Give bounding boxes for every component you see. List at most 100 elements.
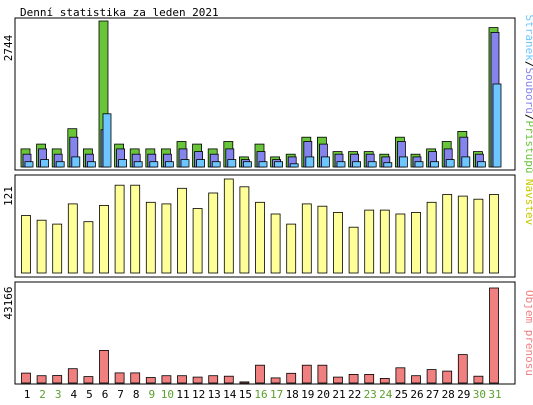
bar-kbytes-day-3	[52, 375, 63, 384]
bar-pages-day-22	[352, 161, 362, 168]
bar-kbytes-day-20	[317, 364, 328, 384]
bar-kbytes-day-27	[426, 369, 437, 384]
bar-pages-day-24	[383, 162, 393, 168]
panel-hits-ymax-label: 2744	[2, 34, 15, 61]
bar-kbytes-day-2	[36, 375, 47, 384]
bar-visits-day-7	[114, 184, 125, 274]
bar-visits-day-22	[348, 226, 359, 274]
x-label-day-11: 11	[176, 388, 189, 401]
bar-kbytes-day-23	[364, 373, 375, 384]
legend-kbytes-group: Objem přenosu	[523, 290, 533, 376]
bar-visits-day-12	[192, 208, 203, 274]
x-label-day-27: 27	[426, 388, 439, 401]
bar-visits-day-16	[255, 201, 265, 274]
bar-pages-day-13	[211, 161, 221, 168]
bar-visits-day-30	[473, 198, 484, 274]
x-label-day-14: 14	[223, 388, 237, 401]
bar-kbytes-day-1	[21, 372, 31, 384]
bar-visits-day-13	[208, 192, 219, 274]
x-label-day-25: 25	[395, 388, 408, 401]
bar-kbytes-day-5	[83, 376, 94, 384]
bar-visits-day-28	[442, 194, 453, 274]
bar-visits-day-26	[411, 211, 421, 274]
bar-pages-day-31	[492, 83, 502, 168]
bar-pages-day-28	[445, 159, 455, 168]
bar-pages-day-14	[227, 159, 237, 168]
bar-kbytes-day-13	[208, 375, 219, 384]
bar-pages-day-30	[476, 161, 486, 168]
bar-pages-day-29	[461, 156, 471, 168]
bar-visits-day-18	[286, 223, 297, 274]
panel-visits-bars	[21, 178, 499, 274]
legend-visits: Návštěv	[523, 179, 533, 226]
bar-kbytes-day-28	[442, 370, 453, 384]
bar-pages-day-10	[164, 161, 174, 168]
x-label-day-5: 5	[86, 388, 93, 401]
x-label-day-15: 15	[239, 388, 252, 401]
bar-pages-day-11	[180, 159, 190, 168]
panel-kbytes-frame	[14, 281, 516, 385]
bar-kbytes-day-30	[473, 375, 484, 384]
bar-pages-day-9	[149, 161, 159, 168]
x-label-day-17: 17	[270, 388, 283, 401]
bar-visits-day-17	[270, 213, 281, 274]
bar-visits-day-25	[395, 213, 406, 274]
legend-sep-2: /	[523, 114, 533, 121]
legend-files: Souborů	[523, 68, 533, 114]
x-label-day-16: 16	[254, 388, 267, 401]
bar-visits-day-20	[317, 205, 328, 274]
x-label-day-2: 2	[39, 388, 46, 401]
bar-visits-day-5	[83, 221, 94, 274]
x-label-day-9: 9	[148, 388, 155, 401]
bar-kbytes-day-18	[286, 372, 297, 384]
bar-pages-day-3	[55, 161, 65, 168]
bar-pages-day-12	[196, 159, 206, 168]
bar-visits-day-14	[223, 178, 234, 274]
bar-kbytes-day-9	[145, 377, 156, 384]
x-label-day-13: 13	[208, 388, 221, 401]
bar-visits-day-15	[239, 186, 250, 274]
bar-kbytes-day-11	[177, 375, 187, 384]
bar-visits-day-6	[99, 204, 109, 274]
x-label-day-4: 4	[70, 388, 77, 401]
x-label-day-21: 21	[332, 388, 345, 401]
bar-visits-day-31	[489, 194, 499, 274]
bar-kbytes-day-26	[411, 375, 421, 384]
bar-pages-day-25	[398, 156, 408, 168]
svg-text:Stránek/Souborů/Přístupů: Stránek/Souborů/Přístupů	[523, 15, 533, 174]
legend-kbytes: Objem přenosu	[523, 290, 533, 376]
bar-visits-day-27	[426, 201, 437, 274]
bar-kbytes-day-19	[301, 364, 312, 384]
bar-visits-day-1	[21, 215, 31, 274]
bar-visits-day-8	[130, 184, 141, 274]
x-label-day-31: 31	[488, 388, 501, 401]
x-label-day-6: 6	[102, 388, 109, 401]
bar-pages-day-7	[118, 159, 127, 168]
bar-visits-day-10	[161, 203, 172, 274]
x-label-day-23: 23	[364, 388, 377, 401]
panel-hits-frame	[14, 17, 516, 171]
bar-kbytes-day-24	[379, 377, 390, 384]
panel-kbytes-ymax-label: 43166	[2, 286, 15, 319]
bar-pages-day-18	[289, 163, 299, 168]
x-label-day-19: 19	[301, 388, 314, 401]
x-label-day-30: 30	[473, 388, 486, 401]
bar-pages-day-5	[87, 161, 96, 168]
bar-visits-day-4	[67, 203, 78, 274]
chart-title: Denní statistika za leden 2021	[20, 6, 219, 19]
bar-kbytes-day-7	[114, 372, 125, 384]
bar-kbytes-day-8	[130, 372, 141, 384]
bar-kbytes-day-22	[348, 373, 359, 384]
bar-kbytes-day-16	[255, 364, 265, 384]
bar-pages-day-15	[242, 161, 252, 168]
bar-visits-day-2	[36, 219, 47, 274]
bar-visits-day-29	[457, 195, 468, 274]
bar-visits-day-23	[364, 209, 375, 274]
bar-kbytes-day-12	[192, 376, 203, 384]
bar-visits-day-11	[177, 187, 187, 274]
x-label-day-22: 22	[348, 388, 361, 401]
bar-kbytes-day-29	[457, 354, 468, 384]
bar-pages-day-20	[320, 156, 330, 168]
bar-visits-day-9	[145, 201, 156, 274]
